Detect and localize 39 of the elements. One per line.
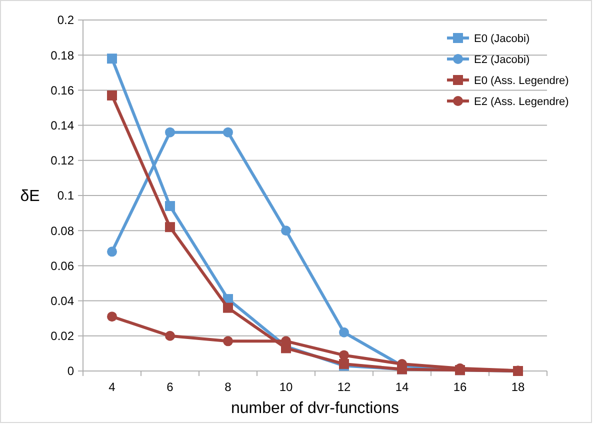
point xyxy=(107,90,117,100)
point xyxy=(281,226,291,236)
y-tick-label: 0.02 xyxy=(50,329,74,344)
x-tick-label: 8 xyxy=(224,380,232,394)
y-tick-label: 0.14 xyxy=(50,118,74,132)
point xyxy=(107,312,117,322)
y-tick-label: 0.08 xyxy=(50,224,74,238)
y-axis-title: δE xyxy=(20,188,40,206)
legend-label: E2 (Ass. Legendre) xyxy=(474,96,569,108)
x-tick-label: 18 xyxy=(511,380,525,394)
y-tick-label: 0.04 xyxy=(50,294,74,308)
y-tick-label: 0.18 xyxy=(50,48,74,62)
point xyxy=(339,327,349,338)
x-tick-label: 6 xyxy=(166,380,174,394)
point xyxy=(107,54,117,64)
point xyxy=(107,246,117,257)
point xyxy=(165,201,175,212)
legend-label: E0 (Jacobi) xyxy=(474,32,530,45)
legend-label: E2 (Jacobi) xyxy=(474,54,530,66)
point xyxy=(165,330,175,341)
y-tick-label: 0 xyxy=(67,364,74,378)
x-axis-title: number of dvr-functions xyxy=(230,400,400,417)
x-tick-label: 14 xyxy=(395,380,409,394)
y-tick-label: 0.2 xyxy=(57,13,74,28)
y-tick-label: 0.1 xyxy=(57,188,74,203)
point xyxy=(165,127,175,138)
x-tick-label: 16 xyxy=(453,380,467,394)
point xyxy=(223,336,233,346)
y-tick-label: 0.12 xyxy=(50,154,74,168)
x-tick-label: 12 xyxy=(337,380,351,394)
y-tick-label: 0.16 xyxy=(50,83,74,98)
x-tick-label: 10 xyxy=(279,380,293,394)
point xyxy=(339,350,349,360)
point xyxy=(223,127,233,138)
y-tick-label: 0.06 xyxy=(50,258,74,273)
point xyxy=(223,302,233,313)
x-tick-label: 4 xyxy=(108,380,116,394)
point xyxy=(165,222,175,232)
legend-label: E0 (Ass. Legendre) xyxy=(474,74,569,87)
